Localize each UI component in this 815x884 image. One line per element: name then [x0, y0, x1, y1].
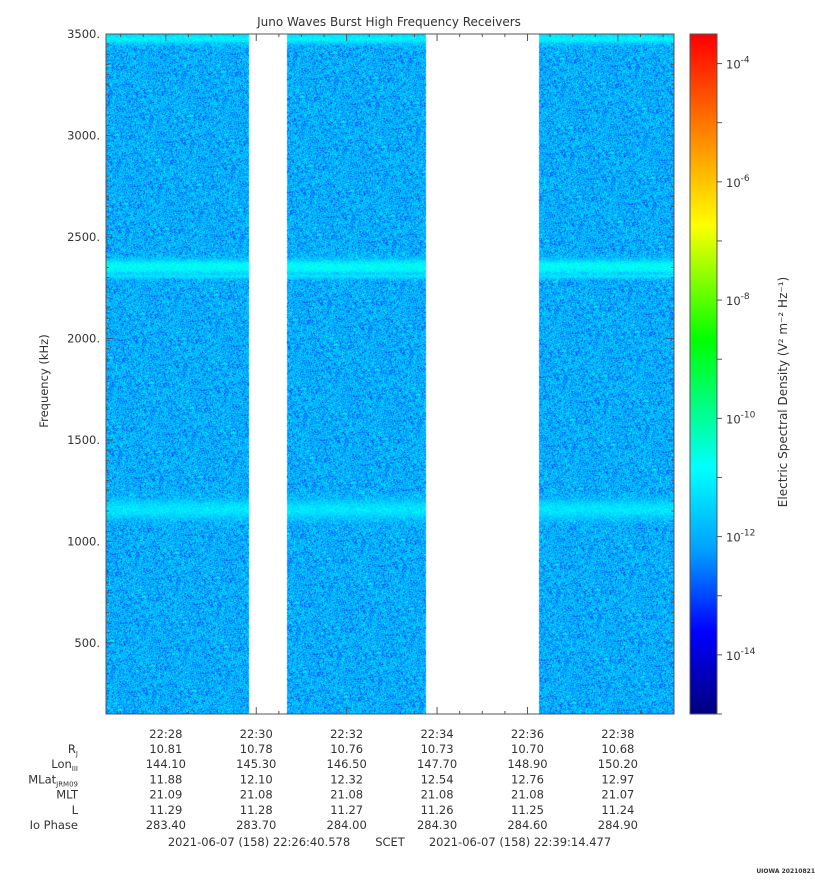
ephemeris-value: 11.88 [149, 772, 182, 786]
x-tick-label: 22:32 [330, 727, 363, 741]
spectrogram-image [106, 34, 674, 714]
ephemeris-value: 284.90 [598, 818, 638, 832]
plot-frame [105, 33, 675, 715]
y-tick-label: 2000. [67, 331, 100, 345]
ephemeris-value: 21.09 [149, 788, 182, 802]
ephemeris-value: 11.27 [330, 803, 363, 817]
ephemeris-value: 21.08 [511, 788, 544, 802]
y-tick-label: 1000. [67, 534, 100, 548]
ephemeris-value: 21.08 [330, 788, 363, 802]
colorbar-tick-label: 10-10 [726, 410, 756, 426]
y-tick-label: 2500. [67, 230, 100, 244]
ephemeris-row-label: RJ [68, 742, 78, 758]
credit-stamp: UIOWA 20210821 [756, 868, 815, 875]
ephemeris-table: RJ 10.81 10.78 10.76 10.73 10.70 10.68 LonIII 14… [28, 742, 638, 832]
ephemeris-row-label: L [72, 803, 79, 817]
ephemeris-value: 11.24 [601, 803, 634, 817]
ephemeris-value: 10.70 [511, 742, 544, 756]
chart-title: Juno Waves Burst High Frequency Receiver… [256, 15, 521, 29]
ephemeris-value: 147.70 [417, 757, 457, 771]
y-tick-label: 3500. [67, 27, 100, 41]
y-tick-label: 500. [74, 636, 100, 650]
y-axis-ticks: 500. 1000. 1500. 2000. 2500. 3000. 3500. [67, 27, 674, 695]
ephemeris-value: 145.30 [236, 757, 276, 771]
plot-area: 500. 1000. 1500. 2000. 2500. 3000. 3500. 22:28… [67, 27, 675, 741]
colorbar-tick-label: 10-4 [726, 56, 750, 72]
ephemeris-value: 12.10 [240, 772, 273, 786]
ephemeris-value: 11.26 [421, 803, 454, 817]
ephemeris-value: 11.25 [511, 803, 544, 817]
scet-label: SCET [375, 835, 406, 849]
colorbar-frame [689, 33, 718, 715]
ephemeris-value: 146.50 [327, 757, 367, 771]
y-axis-label: Frequency (kHz) [37, 334, 51, 427]
scet-start-time: 2021-06-07 (158) 22:26:40.578 [168, 835, 350, 849]
ephemeris-value: 10.78 [240, 742, 273, 756]
colorbar-tick-label: 10-8 [726, 292, 750, 308]
ephemeris-value: 148.90 [507, 757, 547, 771]
ephemeris-value: 10.76 [330, 742, 363, 756]
ephemeris-value: 21.07 [601, 788, 634, 802]
ephemeris-value: 12.76 [511, 772, 544, 786]
ephemeris-row-label: Io Phase [30, 818, 78, 832]
ephemeris-value: 10.73 [421, 742, 454, 756]
colorbar-tick-label: 10-14 [726, 647, 756, 663]
colorbar-tick-label: 10-12 [726, 529, 755, 545]
ephemeris-row-label: LonIII [51, 757, 78, 773]
ephemeris-value: 144.10 [146, 757, 186, 771]
ephemeris-value: 21.08 [240, 788, 273, 802]
ephemeris-value: 10.81 [149, 742, 182, 756]
colorbar-ticks: 10-4 10-6 10-8 10-10 10-12 10-14 [717, 56, 756, 715]
footer: 2021-06-07 (158) 22:26:40.578 SCET 2021-… [168, 835, 815, 875]
colorbar: 10-4 10-6 10-8 10-10 10-12 10-14 Electric Spe… [689, 33, 790, 715]
x-axis-ticks: 22:28 22:30 22:32 22:34 22:36 22:38 [120, 34, 664, 741]
ephemeris-row-label: MLatJRM09 [28, 772, 78, 788]
ephemeris-row-label: MLT [56, 788, 79, 802]
ephemeris-value: 11.29 [149, 803, 182, 817]
ephemeris-value: 150.20 [598, 757, 638, 771]
x-tick-label: 22:28 [149, 727, 182, 741]
ephemeris-value: 12.97 [601, 772, 634, 786]
ephemeris-value: 10.68 [601, 742, 634, 756]
ephemeris-value: 284.60 [507, 818, 547, 832]
ephemeris-value: 284.30 [417, 818, 457, 832]
colorbar-tick-label: 10-6 [726, 174, 750, 190]
ephemeris-value: 21.08 [421, 788, 454, 802]
x-tick-label: 22:30 [240, 727, 273, 741]
colorbar-label: Electric Spectral Density (V² m⁻² Hz⁻¹) [776, 277, 790, 507]
ephemeris-value: 11.28 [240, 803, 273, 817]
ephemeris-value: 284.00 [327, 818, 367, 832]
y-tick-label: 3000. [67, 128, 100, 142]
ephemeris-value: 283.70 [236, 818, 276, 832]
ephemeris-value: 12.54 [421, 772, 454, 786]
x-tick-label: 22:38 [601, 727, 634, 741]
x-tick-label: 22:34 [420, 727, 453, 741]
y-tick-label: 1500. [67, 433, 100, 447]
colorbar-gradient [690, 34, 717, 714]
ephemeris-value: 12.32 [330, 772, 363, 786]
x-tick-label: 22:36 [511, 727, 544, 741]
scet-end-time: 2021-06-07 (158) 22:39:14.477 [429, 835, 611, 849]
ephemeris-value: 283.40 [146, 818, 186, 832]
